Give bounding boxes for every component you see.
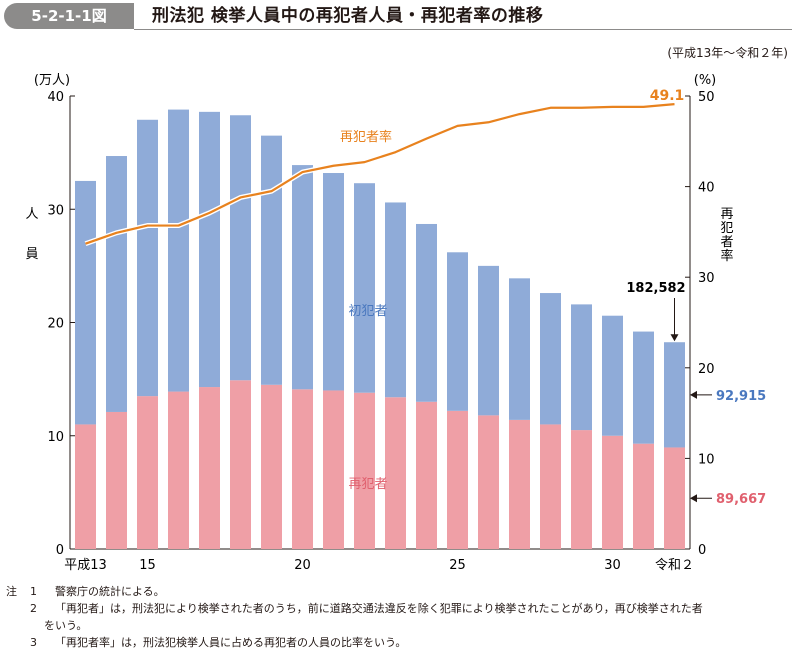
figure-number-badge: 5-2-1-1図 (4, 3, 134, 29)
left-tick-label: 0 (56, 543, 64, 558)
bar-repeat-offenders (75, 424, 96, 549)
first-offender-last-value: 92,915 (716, 389, 766, 404)
right-axis-label-char: 犯 (720, 221, 733, 236)
bar-first-offenders (199, 111, 220, 388)
note-text: 「再犯者率」は，刑法犯検挙人員に占める再犯者の人員の比率をいう。 (55, 636, 407, 649)
right-tick-label: 30 (698, 271, 715, 286)
bar-first-offenders (106, 156, 127, 412)
bar-first-offenders (261, 135, 282, 385)
bar-first-offenders (540, 293, 561, 425)
bar-first-offenders (137, 119, 158, 397)
bar-first-offenders (323, 173, 344, 391)
figure-title: 刑法犯 検挙人員中の再犯者人員・再犯者率の推移 (152, 6, 544, 26)
left-tick-label: 40 (47, 90, 64, 105)
note-2: 2 「再犯者」は，刑法犯により検挙された者のうち，前に道路交通法違反を除く犯罪に… (0, 600, 792, 617)
x-tick-label: 平成13 (64, 558, 107, 573)
notes-prefix: 注 (6, 585, 17, 598)
bar-repeat-offenders (571, 430, 592, 549)
bar-first-offenders (75, 180, 96, 425)
bar-first-offenders (571, 304, 592, 431)
left-axis-unit: (万人) (34, 73, 70, 88)
repeat-offender-series-label: 再犯者 (348, 477, 387, 492)
note-text: 警察庁の統計による。 (55, 585, 165, 598)
right-axis-label-char: 者 (720, 235, 733, 250)
left-tick-label: 10 (47, 430, 64, 445)
right-axis-label-char: 率 (720, 248, 733, 264)
bar-first-offenders (292, 165, 313, 390)
header-divider (134, 29, 792, 30)
bar-repeat-offenders (416, 401, 437, 549)
right-tick-label: 40 (698, 181, 715, 196)
bar-repeat-offenders (509, 419, 530, 549)
bar-first-offenders (478, 265, 499, 416)
note-2-continuation: をいう。 (0, 617, 792, 634)
bar-first-offenders (416, 223, 437, 402)
x-tick-label: 令和２ (655, 558, 694, 573)
bar-repeat-offenders (137, 396, 158, 549)
right-tick-label: 50 (698, 90, 715, 105)
bar-repeat-offenders (540, 424, 561, 549)
first-offender-arrow-head (690, 390, 697, 399)
x-tick-label: 15 (139, 558, 156, 573)
left-axis-label-char: 員 (25, 247, 38, 262)
bar-repeat-offenders (447, 410, 468, 549)
total-arrow-head (670, 334, 679, 342)
note-1: 注 1 警察庁の統計による。 (0, 583, 792, 600)
figure-header: 5-2-1-1図 刑法犯 検挙人員中の再犯者人員・再犯者率の推移 (0, 0, 792, 32)
x-tick-label: 30 (604, 558, 621, 573)
repeat-offender-last-value: 89,667 (716, 492, 766, 507)
bar-first-offenders (230, 115, 251, 381)
left-tick-label: 20 (47, 317, 64, 332)
bar-first-offenders (633, 331, 654, 444)
bar-repeat-offenders (478, 415, 499, 549)
bar-repeat-offenders (602, 435, 623, 549)
note-number: 1 (30, 585, 37, 598)
bar-first-offenders (664, 342, 685, 448)
bar-repeat-offenders (323, 390, 344, 549)
bar-first-offenders (509, 278, 530, 420)
bar-repeat-offenders (292, 389, 313, 549)
bar-repeat-offenders (261, 384, 282, 549)
bar-first-offenders (447, 252, 468, 411)
bar-repeat-offenders (168, 391, 189, 549)
note-number: 3 (30, 636, 37, 649)
first-offender-series-label: 初犯者 (348, 304, 387, 319)
right-axis-label-char: 再 (720, 207, 733, 222)
right-tick-label: 0 (698, 543, 706, 558)
bar-first-offenders (354, 183, 375, 393)
right-tick-label: 10 (698, 452, 715, 467)
x-tick-label: 25 (449, 558, 466, 573)
notes-section: 注 1 警察庁の統計による。 2 「再犯者」は，刑法犯により検挙された者のうち，… (0, 583, 792, 651)
bar-repeat-offenders (230, 380, 251, 549)
bar-repeat-offenders (354, 392, 375, 549)
rate-line (85, 103, 675, 245)
total-last-value: 182,582 (626, 281, 685, 296)
repeat-offender-arrow-head (690, 494, 697, 503)
bar-repeat-offenders (199, 387, 220, 549)
right-tick-label: 20 (698, 362, 715, 377)
bar-repeat-offenders (664, 447, 685, 549)
bar-first-offenders (168, 109, 189, 392)
note-number: 2 (30, 602, 37, 615)
note-text: 「再犯者」は，刑法犯により検挙された者のうち，前に道路交通法違反を除く犯罪により… (55, 602, 703, 615)
right-axis-unit: (%) (694, 73, 717, 88)
bar-first-offenders (385, 202, 406, 398)
period-label: (平成13年～令和２年) (667, 46, 788, 60)
left-axis-label-char: 人 (25, 207, 38, 222)
bar-repeat-offenders (106, 411, 127, 549)
bar-repeat-offenders (385, 397, 406, 549)
note-text: をいう。 (44, 619, 88, 632)
left-tick-label: 30 (47, 203, 64, 218)
rate-series-label: 再犯者率 (340, 129, 392, 145)
x-tick-label: 20 (294, 558, 311, 573)
bar-first-offenders (602, 315, 623, 436)
note-3: 3 「再犯者率」は，刑法犯検挙人員に占める再犯者の人員の比率をいう。 (0, 634, 792, 651)
rate-last-value: 49.1 (650, 88, 685, 104)
bar-repeat-offenders (633, 443, 654, 549)
